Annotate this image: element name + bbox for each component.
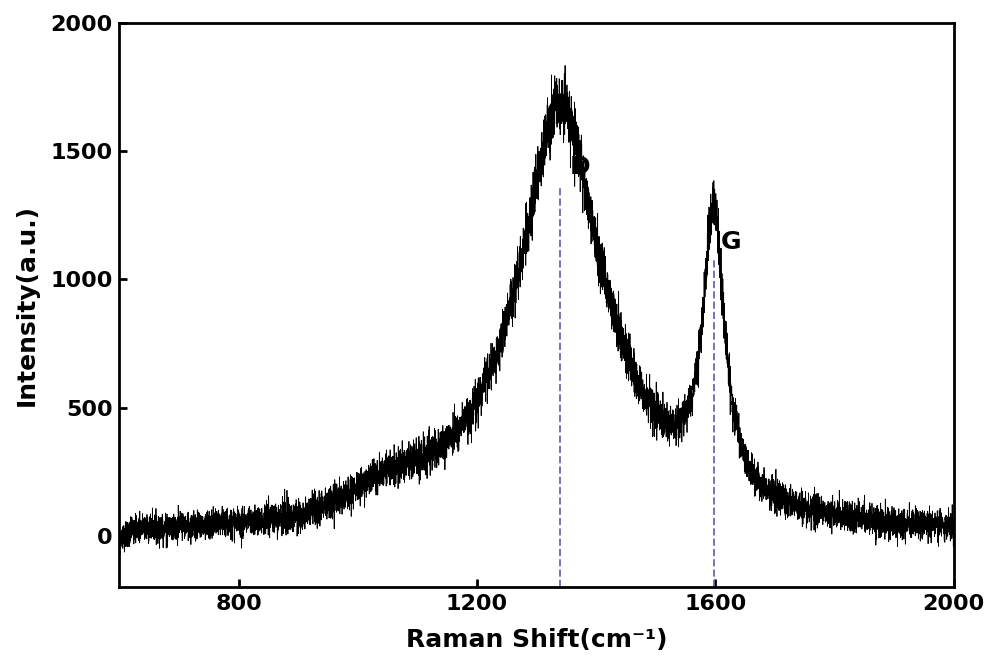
- Y-axis label: Intensity(a.u.): Intensity(a.u.): [15, 204, 39, 406]
- X-axis label: Raman Shift(cm⁻¹): Raman Shift(cm⁻¹): [406, 628, 667, 652]
- Text: D: D: [569, 155, 590, 179]
- Text: G: G: [721, 230, 741, 254]
